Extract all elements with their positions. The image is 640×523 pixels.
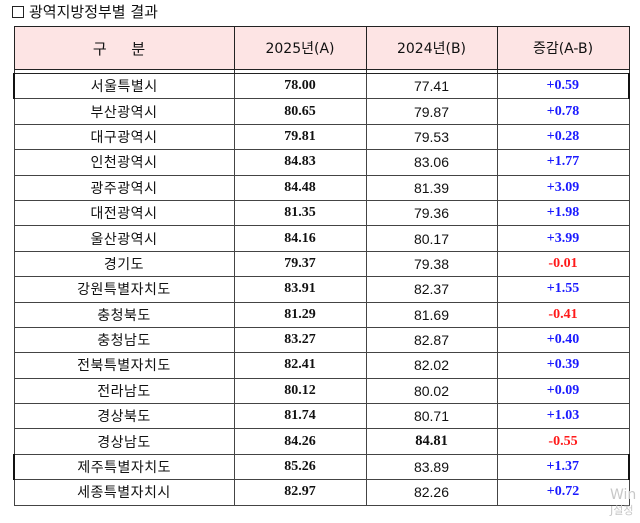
- value-2024-cell: 79.87: [365, 98, 498, 125]
- change-cell: +0.28: [496, 123, 630, 151]
- value-2025-cell: 85.26: [233, 453, 367, 481]
- change-cell: +3.99: [496, 225, 630, 252]
- change-cell: +0.72: [496, 479, 630, 506]
- region-name-cell: 전북특별자치도: [13, 352, 235, 379]
- value-2025-cell: 81.74: [233, 403, 367, 430]
- change-cell: +0.59: [496, 72, 630, 100]
- header-category: 구 분: [13, 26, 235, 70]
- table-row: 대구광역시 79.81 79.53 +0.28: [13, 123, 630, 151]
- change-cell: +0.39: [496, 352, 630, 379]
- value-2024-cell: 80.17: [365, 225, 498, 252]
- table-row: 제주특별자치도 85.26 83.89 +1.37: [13, 453, 630, 481]
- value-2024-cell: 79.36: [365, 199, 498, 227]
- change-cell: +3.09: [496, 174, 630, 201]
- table-row: 광주광역시 84.48 81.39 +3.09: [13, 174, 630, 201]
- change-cell: +1.37: [496, 453, 630, 481]
- value-2025-cell: 84.16: [233, 225, 367, 252]
- value-2025-cell: 82.41: [233, 352, 367, 379]
- value-2024-cell: 81.69: [365, 301, 498, 328]
- results-table: 구 분 2025년(A) 2024년(B) 증감(A-B) 서울특별시 78.00…: [13, 26, 630, 506]
- change-cell: +0.40: [496, 326, 630, 354]
- value-2024-cell: 79.38: [365, 250, 498, 278]
- value-2025-cell: 84.26: [233, 428, 367, 455]
- value-2024-cell: 77.41: [365, 72, 498, 100]
- region-name-cell: 세종특별자치시: [13, 479, 235, 506]
- change-cell: +1.98: [496, 199, 630, 227]
- value-2025-cell: 80.12: [233, 377, 367, 405]
- table-row: 경기도 79.37 79.38 -0.01: [13, 250, 630, 278]
- value-2025-cell: 84.83: [233, 149, 367, 176]
- table-row: 강원특별자치도 83.91 82.37 +1.55: [13, 276, 630, 303]
- table-row: 대전광역시 81.35 79.36 +1.98: [13, 199, 630, 227]
- value-2025-cell: 78.00: [233, 72, 367, 100]
- region-name-cell: 경상북도: [13, 403, 235, 430]
- value-2024-cell: 84.81: [365, 428, 498, 455]
- change-cell: -0.55: [496, 428, 630, 455]
- header-2025: 2025년(A): [233, 26, 367, 70]
- table-row: 울산광역시 84.16 80.17 +3.99: [13, 225, 630, 252]
- region-name-cell: 인천광역시: [13, 149, 235, 176]
- value-2024-cell: 81.39: [365, 174, 498, 201]
- change-cell: -0.01: [496, 250, 630, 278]
- change-cell: +0.09: [496, 377, 630, 405]
- table-row: 충청북도 81.29 81.69 -0.41: [13, 301, 630, 328]
- value-2025-cell: 83.91: [233, 276, 367, 303]
- value-2025-cell: 81.35: [233, 199, 367, 227]
- table-row: 전북특별자치도 82.41 82.02 +0.39: [13, 352, 630, 379]
- header-2024: 2024년(B): [365, 26, 498, 70]
- table-row: 부산광역시 80.65 79.87 +0.78: [13, 98, 630, 125]
- region-name-cell: 경상남도: [13, 428, 235, 455]
- checkbox-square-icon: [12, 6, 24, 18]
- value-2024-cell: 83.06: [365, 149, 498, 176]
- value-2024-cell: 83.89: [365, 453, 498, 481]
- region-name-cell: 제주특별자치도: [13, 453, 235, 481]
- region-name-cell: 충청남도: [13, 326, 235, 354]
- table-header-row: 구 분 2025년(A) 2024년(B) 증감(A-B): [13, 26, 630, 70]
- value-2024-cell: 82.26: [365, 479, 498, 506]
- table-row: 인천광역시 84.83 83.06 +1.77: [13, 149, 630, 176]
- region-name-cell: 충청북도: [13, 301, 235, 328]
- table-row: 전라남도 80.12 80.02 +0.09: [13, 377, 630, 405]
- change-cell: +1.03: [496, 403, 630, 430]
- region-name-cell: 경기도: [13, 250, 235, 278]
- table-row: 경상남도 84.26 84.81 -0.55: [13, 428, 630, 455]
- region-name-cell: 강원특별자치도: [13, 276, 235, 303]
- region-name-cell: 대구광역시: [13, 123, 235, 151]
- value-2025-cell: 83.27: [233, 326, 367, 354]
- value-2024-cell: 82.02: [365, 352, 498, 379]
- change-cell: +1.55: [496, 276, 630, 303]
- change-cell: +0.78: [496, 98, 630, 125]
- table-row: 서울특별시 78.00 77.41 +0.59: [13, 72, 630, 100]
- value-2024-cell: 80.02: [365, 377, 498, 405]
- value-2024-cell: 80.71: [365, 403, 498, 430]
- region-name-cell: 광주광역시: [13, 174, 235, 201]
- section-heading-text: 광역지방정부별 결과: [29, 3, 158, 21]
- region-name-cell: 대전광역시: [13, 199, 235, 227]
- region-name-cell: 서울특별시: [13, 72, 235, 100]
- value-2025-cell: 81.29: [233, 301, 367, 328]
- value-2024-cell: 82.37: [365, 276, 498, 303]
- results-table-container: 구 분 2025년(A) 2024년(B) 증감(A-B) 서울특별시 78.00…: [13, 26, 630, 506]
- value-2025-cell: 80.65: [233, 98, 367, 125]
- region-name-cell: 울산광역시: [13, 225, 235, 252]
- change-cell: +1.77: [496, 149, 630, 176]
- value-2025-cell: 79.37: [233, 250, 367, 278]
- value-2025-cell: 82.97: [233, 479, 367, 506]
- section-heading: 광역지방정부별 결과: [12, 2, 158, 22]
- value-2024-cell: 79.53: [365, 123, 498, 151]
- table-row: 충청남도 83.27 82.87 +0.40: [13, 326, 630, 354]
- change-cell: -0.41: [496, 301, 630, 328]
- table-row: 세종특별자치시 82.97 82.26 +0.72: [13, 479, 630, 506]
- header-change: 증감(A-B): [496, 26, 630, 70]
- value-2024-cell: 82.87: [365, 326, 498, 354]
- value-2025-cell: 84.48: [233, 174, 367, 201]
- region-name-cell: 전라남도: [13, 377, 235, 405]
- region-name-cell: 부산광역시: [13, 98, 235, 125]
- value-2025-cell: 79.81: [233, 123, 367, 151]
- table-row: 경상북도 81.74 80.71 +1.03: [13, 403, 630, 430]
